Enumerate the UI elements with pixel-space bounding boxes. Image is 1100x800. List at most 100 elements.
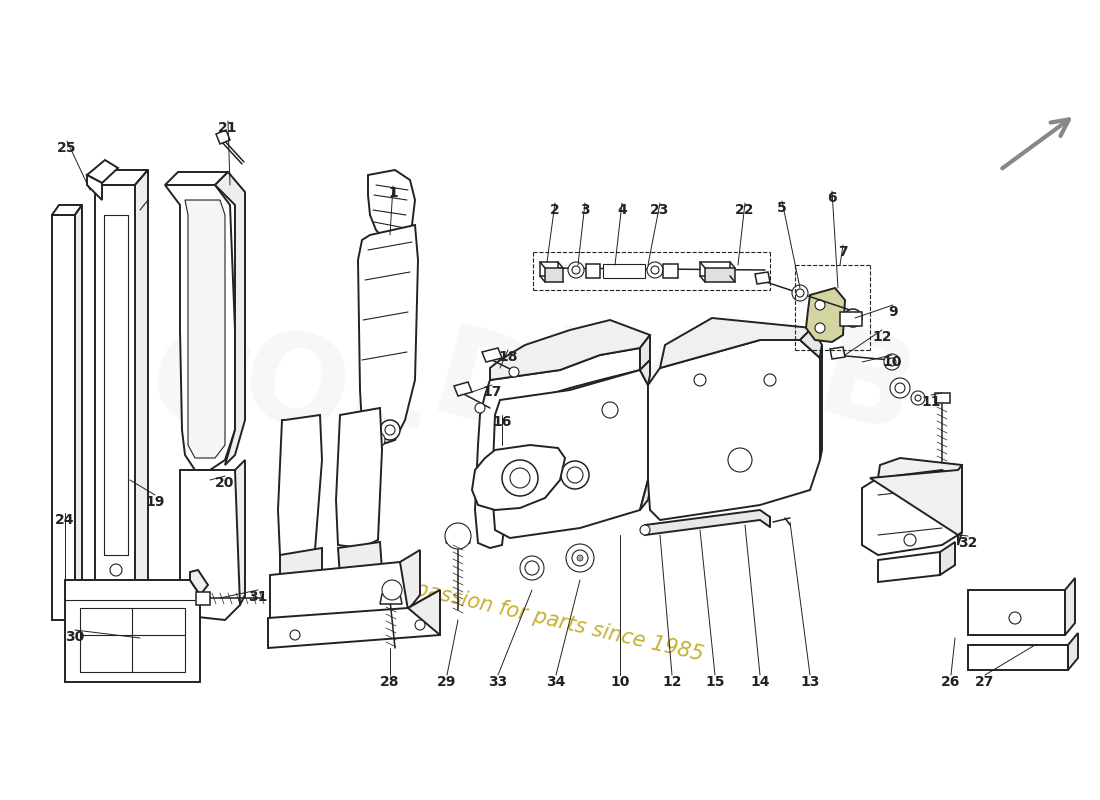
Text: 7: 7 [838, 245, 848, 259]
Circle shape [368, 432, 385, 448]
Circle shape [566, 467, 583, 483]
Circle shape [895, 383, 905, 393]
Polygon shape [968, 590, 1065, 635]
Polygon shape [95, 185, 140, 625]
Text: 27: 27 [976, 675, 994, 689]
Text: 20: 20 [216, 476, 234, 490]
Polygon shape [475, 348, 640, 548]
Text: 33: 33 [488, 675, 507, 689]
Text: 34: 34 [547, 675, 565, 689]
Polygon shape [214, 172, 245, 465]
Text: 12: 12 [872, 330, 892, 344]
Text: 30: 30 [65, 630, 85, 644]
Circle shape [110, 564, 122, 576]
Text: 25: 25 [57, 141, 77, 155]
Polygon shape [75, 205, 82, 620]
Text: 9: 9 [888, 305, 898, 319]
Text: 2: 2 [550, 203, 560, 217]
Circle shape [884, 354, 900, 370]
Circle shape [475, 403, 485, 413]
Polygon shape [705, 268, 735, 282]
Polygon shape [492, 370, 648, 538]
Polygon shape [640, 360, 650, 385]
Text: O: O [228, 318, 362, 462]
Polygon shape [190, 570, 208, 595]
Text: 10: 10 [610, 675, 629, 689]
Text: 24: 24 [55, 513, 75, 527]
Circle shape [728, 448, 752, 472]
Polygon shape [185, 200, 226, 458]
Circle shape [848, 313, 858, 323]
Polygon shape [1065, 578, 1075, 635]
Circle shape [796, 289, 804, 297]
Polygon shape [490, 320, 650, 380]
Polygon shape [135, 170, 149, 620]
Text: L: L [336, 322, 444, 458]
Text: 3: 3 [580, 203, 590, 217]
Circle shape [1009, 612, 1021, 624]
Polygon shape [358, 225, 418, 445]
Text: 5: 5 [777, 201, 786, 215]
Circle shape [382, 580, 402, 600]
Polygon shape [968, 645, 1068, 670]
Text: 29: 29 [438, 675, 456, 689]
Polygon shape [640, 335, 650, 370]
Text: 1: 1 [388, 186, 398, 200]
Polygon shape [806, 288, 845, 342]
Text: 11: 11 [922, 395, 940, 409]
Circle shape [651, 266, 659, 274]
Circle shape [520, 556, 544, 580]
Text: F: F [524, 321, 637, 459]
Text: 31: 31 [249, 590, 267, 604]
Text: 28: 28 [381, 675, 399, 689]
Polygon shape [196, 592, 210, 605]
Text: 26: 26 [942, 675, 960, 689]
Polygon shape [820, 345, 822, 460]
Text: B: B [803, 319, 926, 461]
Circle shape [764, 374, 776, 386]
Text: 13: 13 [801, 675, 820, 689]
Text: 16: 16 [493, 415, 512, 429]
Polygon shape [645, 510, 770, 535]
Circle shape [844, 309, 862, 327]
Polygon shape [603, 264, 645, 278]
Circle shape [694, 374, 706, 386]
Polygon shape [878, 458, 962, 478]
Polygon shape [940, 542, 955, 575]
Circle shape [385, 425, 395, 435]
Text: G: G [135, 318, 265, 462]
Circle shape [572, 266, 580, 274]
Text: 32: 32 [958, 536, 978, 550]
Text: 19: 19 [145, 495, 165, 509]
Circle shape [578, 555, 583, 561]
Circle shape [647, 262, 663, 278]
Polygon shape [472, 445, 565, 510]
Text: R: R [708, 319, 832, 461]
Polygon shape [660, 318, 812, 368]
Text: 17: 17 [482, 385, 502, 399]
Polygon shape [270, 562, 408, 625]
Polygon shape [338, 542, 382, 576]
Circle shape [815, 323, 825, 333]
Polygon shape [52, 215, 75, 620]
Circle shape [566, 544, 594, 572]
Circle shape [904, 534, 916, 546]
Polygon shape [280, 548, 322, 582]
Polygon shape [235, 460, 245, 605]
Polygon shape [862, 470, 958, 555]
Polygon shape [755, 272, 770, 284]
Circle shape [815, 300, 825, 310]
Text: 4: 4 [617, 203, 627, 217]
Polygon shape [336, 408, 382, 548]
Text: 12: 12 [662, 675, 682, 689]
Text: 15: 15 [705, 675, 725, 689]
Circle shape [561, 461, 588, 489]
Polygon shape [446, 533, 470, 543]
Circle shape [890, 378, 910, 398]
Polygon shape [65, 580, 200, 682]
Circle shape [602, 402, 618, 418]
Circle shape [792, 285, 808, 301]
Circle shape [415, 620, 425, 630]
Text: D: D [419, 318, 551, 462]
Polygon shape [80, 608, 185, 672]
